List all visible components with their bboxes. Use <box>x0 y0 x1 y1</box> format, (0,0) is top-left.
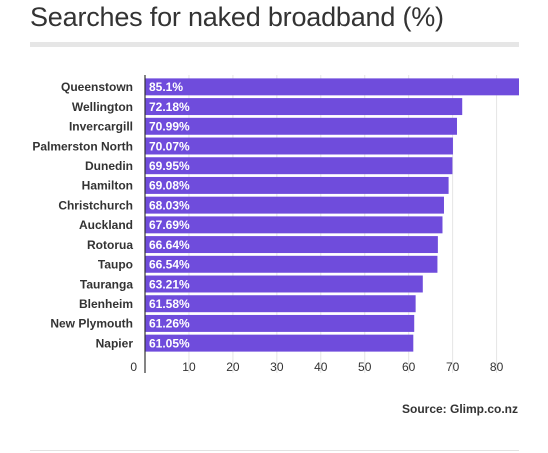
bar-value-label: 70.99% <box>149 120 190 134</box>
bar-value-label: 66.64% <box>149 238 190 252</box>
category-label: Auckland <box>79 218 133 232</box>
x-tick-label: 20 <box>226 360 240 374</box>
x-tick-label: 40 <box>314 360 328 374</box>
source-note: Source: Glimp.co.nz <box>401 402 518 416</box>
footer-divider <box>30 450 519 451</box>
bar <box>145 78 519 96</box>
bar-value-label: 61.58% <box>149 297 190 311</box>
bar <box>145 295 416 313</box>
category-label: Tauranga <box>80 277 133 291</box>
bar-value-label: 61.26% <box>149 317 190 331</box>
bar-value-label: 69.95% <box>149 159 190 173</box>
category-label: Christchurch <box>58 198 133 212</box>
category-label: New Plymouth <box>50 317 133 331</box>
bar-value-label: 61.05% <box>149 336 190 350</box>
category-labels: Queenstown Wellington Invercargill Palmerst… <box>32 80 133 350</box>
category-label: Hamilton <box>82 179 133 193</box>
bar <box>145 216 443 234</box>
chart-title: Searches for naked broadband (%) <box>30 2 444 32</box>
bar-value-label: 85.1% <box>149 80 183 94</box>
bar <box>145 157 453 175</box>
category-label: Palmerston North <box>32 139 133 153</box>
x-tick-label: 70 <box>446 360 460 374</box>
bar <box>145 117 457 135</box>
category-label: Rotorua <box>87 238 133 252</box>
bar-value-label: 69.08% <box>149 179 190 193</box>
x-tick-label: 30 <box>270 360 284 374</box>
category-label: Wellington <box>72 100 133 114</box>
category-label: Queenstown <box>61 80 133 94</box>
bar <box>145 176 449 194</box>
bar-series: 85.1% 72.18% 70.99% 70.07% 69.95% 69.08% 68.03… <box>145 78 519 352</box>
bar <box>145 275 423 293</box>
category-label: Blenheim <box>79 297 133 311</box>
bar-value-label: 67.69% <box>149 218 190 232</box>
bar-value-label: 68.03% <box>149 198 190 212</box>
x-tick-label: 60 <box>402 360 416 374</box>
bar <box>145 334 414 352</box>
x-tick-label: 80 <box>490 360 504 374</box>
bar <box>145 137 453 155</box>
category-label: Taupo <box>98 258 133 272</box>
title-divider <box>30 42 519 47</box>
bar <box>145 98 463 116</box>
bar-value-label: 72.18% <box>149 100 190 114</box>
bar <box>145 314 415 332</box>
bar <box>145 255 438 273</box>
x-tick-label: 50 <box>358 360 372 374</box>
bar <box>145 196 444 214</box>
x-tick-label: 0 <box>130 360 137 374</box>
bar <box>145 236 438 254</box>
x-tick-label: 10 <box>182 360 196 374</box>
bar-value-label: 66.54% <box>149 258 190 272</box>
bar-value-label: 63.21% <box>149 277 190 291</box>
category-label: Dunedin <box>85 159 133 173</box>
x-axis-ticks: 0 10 20 30 40 50 60 70 80 <box>130 360 503 374</box>
category-label: Invercargill <box>69 120 133 134</box>
bar-value-label: 70.07% <box>149 139 190 153</box>
category-label: Napier <box>96 336 134 350</box>
